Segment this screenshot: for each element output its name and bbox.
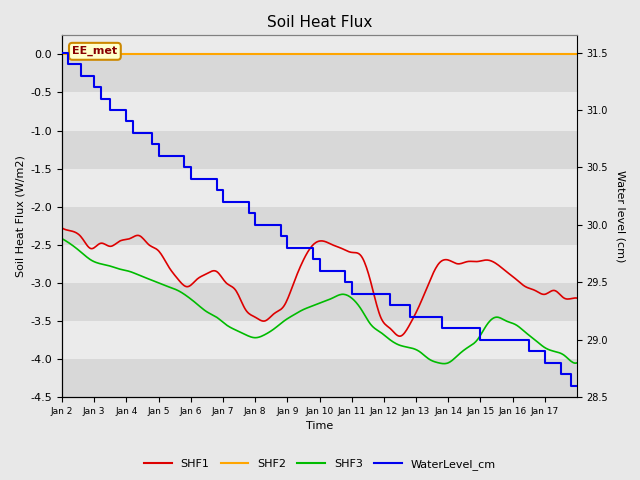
Bar xyxy=(62,245,577,283)
Text: EE_met: EE_met xyxy=(72,46,118,57)
Title: Soil Heat Flux: Soil Heat Flux xyxy=(267,15,372,30)
Bar xyxy=(62,283,577,321)
Bar xyxy=(62,131,577,168)
Bar xyxy=(62,93,577,131)
Bar xyxy=(62,207,577,245)
Bar xyxy=(62,54,577,93)
Bar xyxy=(62,359,577,397)
Y-axis label: Soil Heat Flux (W/m2): Soil Heat Flux (W/m2) xyxy=(15,156,25,277)
Y-axis label: Water level (cm): Water level (cm) xyxy=(615,170,625,263)
Legend: SHF1, SHF2, SHF3, WaterLevel_cm: SHF1, SHF2, SHF3, WaterLevel_cm xyxy=(140,455,500,474)
X-axis label: Time: Time xyxy=(306,421,333,432)
Bar xyxy=(62,168,577,207)
Bar xyxy=(62,36,577,54)
Bar xyxy=(62,321,577,359)
